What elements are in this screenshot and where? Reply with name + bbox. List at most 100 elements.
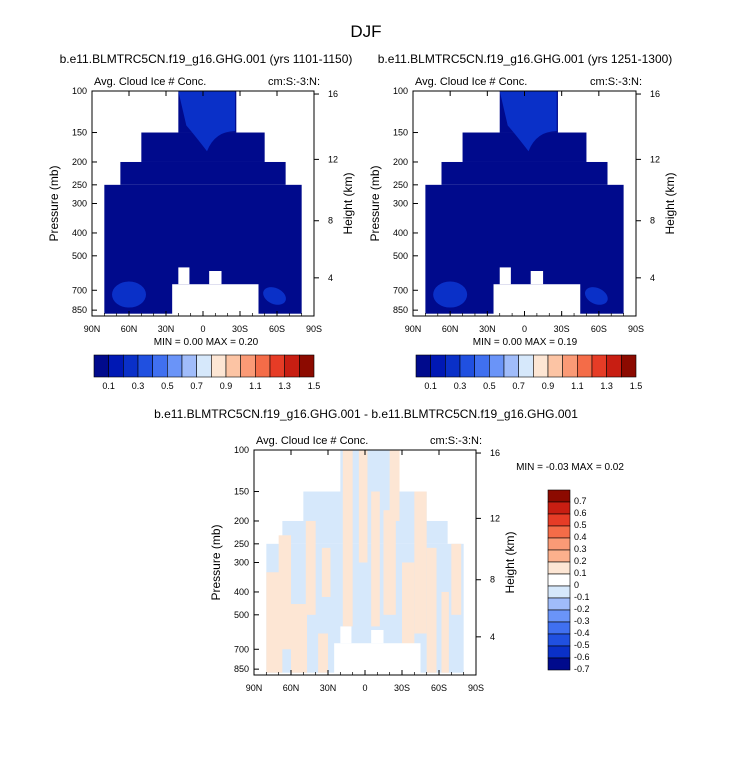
colorbar-box bbox=[269, 354, 285, 378]
x-tick-label: 60S bbox=[269, 324, 285, 334]
left-string: Avg. Cloud Ice # Conc. bbox=[94, 76, 206, 88]
y-tick-label: 500 bbox=[393, 251, 408, 261]
colorbar-box bbox=[547, 597, 571, 611]
colorbar-label: 1.5 bbox=[308, 381, 321, 391]
colorbar-label: 1.5 bbox=[630, 381, 643, 391]
colorbar-box bbox=[547, 621, 571, 635]
y-tick-label: 500 bbox=[234, 610, 249, 620]
x-tick-label: 60N bbox=[283, 683, 300, 693]
field-region bbox=[120, 161, 286, 185]
colorbar-box bbox=[547, 354, 563, 378]
x-tick-label: 0 bbox=[200, 324, 205, 334]
height-tick-label: 12 bbox=[328, 154, 338, 164]
colorbar-box bbox=[474, 354, 490, 378]
height-axis-label: Height (km) bbox=[341, 172, 355, 234]
field-maximum bbox=[499, 91, 557, 152]
y-tick-label: 400 bbox=[393, 228, 408, 238]
y-tick-label: 300 bbox=[393, 199, 408, 209]
colorbar-label: -0.4 bbox=[574, 628, 590, 638]
colorbar-label: 0.4 bbox=[574, 532, 587, 542]
panel-2: 90N 60N 30N 0 30S 60S 90S 100 150 200 250 300 400 500… bbox=[368, 52, 677, 391]
y-tick-label: 200 bbox=[393, 157, 408, 167]
x-tick-label: 60N bbox=[121, 324, 138, 334]
panel-3: 90N 60N 30N 0 30S 60S 90S 100 150 200 250 300 400 500… bbox=[154, 407, 624, 693]
colorbar-label: 0.5 bbox=[574, 520, 587, 530]
right-string: cm:S:-3:N: bbox=[590, 76, 642, 88]
y-tick-label: 300 bbox=[72, 199, 87, 209]
topography-mask bbox=[334, 643, 421, 675]
colorbar-label: 1.1 bbox=[249, 381, 262, 391]
colorbar-label: 0.2 bbox=[574, 556, 587, 566]
field-difference-patch bbox=[426, 547, 437, 673]
colorbar-label: 1.3 bbox=[278, 381, 291, 391]
colorbar-box bbox=[489, 354, 505, 378]
field-difference-patch bbox=[342, 450, 353, 627]
x-tick-label: 30S bbox=[232, 324, 248, 334]
x-tick-label: 30S bbox=[394, 683, 410, 693]
colorbar-box bbox=[621, 354, 637, 378]
height-tick-label: 4 bbox=[490, 632, 495, 642]
height-tick-label: 8 bbox=[650, 216, 655, 226]
field-difference-patch bbox=[321, 547, 331, 597]
y-tick-label: 100 bbox=[234, 445, 249, 455]
left-string: Avg. Cloud Ice # Conc. bbox=[415, 76, 527, 88]
x-tick-label: 60S bbox=[431, 683, 447, 693]
height-tick-label: 12 bbox=[490, 513, 500, 523]
colorbar-label: -0.2 bbox=[574, 604, 590, 614]
min-max-stats: MIN = -0.03 MAX = 0.02 bbox=[516, 462, 624, 473]
colorbar-box bbox=[547, 645, 571, 659]
colorbar-box bbox=[181, 354, 197, 378]
colorbar-label: 0.9 bbox=[542, 381, 555, 391]
colorbar-box bbox=[518, 354, 534, 378]
field-difference-patch bbox=[402, 562, 415, 647]
colorbar-box bbox=[284, 354, 300, 378]
x-tick-label: 60N bbox=[442, 324, 459, 334]
x-tick-label: 60S bbox=[591, 324, 607, 334]
field-difference-patch bbox=[371, 491, 380, 627]
topography-mask bbox=[178, 267, 190, 285]
colorbar-label: -0.7 bbox=[574, 664, 590, 674]
field-difference-patch bbox=[291, 604, 308, 673]
height-axis-label: Height (km) bbox=[503, 531, 517, 593]
x-tick-label: 30N bbox=[479, 324, 496, 334]
field-contour-blob bbox=[584, 287, 608, 305]
x-tick-label: 0 bbox=[522, 324, 527, 334]
colorbar-label: 1.1 bbox=[571, 381, 584, 391]
colorbar-box bbox=[415, 354, 431, 378]
colorbar-box bbox=[547, 609, 571, 623]
field-difference-patch bbox=[451, 543, 462, 615]
y-tick-label: 700 bbox=[393, 285, 408, 295]
height-axis-label: Height (km) bbox=[663, 172, 677, 234]
y-tick-label: 300 bbox=[234, 558, 249, 568]
y-tick-label: 100 bbox=[393, 86, 408, 96]
field-difference-patch bbox=[358, 450, 368, 563]
topography-mask bbox=[371, 630, 384, 644]
field-difference-patch bbox=[414, 491, 427, 634]
colorbar-box bbox=[547, 561, 571, 575]
colorbar-label: 0.1 bbox=[102, 381, 115, 391]
colorbar-box bbox=[255, 354, 271, 378]
topography-mask bbox=[340, 626, 352, 644]
colorbar-box bbox=[167, 354, 183, 378]
colorbar-label: 0.3 bbox=[454, 381, 467, 391]
x-tick-label: 90S bbox=[468, 683, 484, 693]
colorbar-box bbox=[547, 489, 571, 503]
field-maximum bbox=[178, 91, 236, 152]
colorbar-box bbox=[606, 354, 622, 378]
y-tick-label: 250 bbox=[393, 180, 408, 190]
colorbar-box bbox=[503, 354, 519, 378]
panel-title: b.e11.BLMTRC5CN.f19_g16.GHG.001 - b.e11.… bbox=[154, 407, 578, 421]
colorbar-label: 1.3 bbox=[600, 381, 613, 391]
x-tick-label: 90N bbox=[246, 683, 263, 693]
field-contour-blob bbox=[433, 281, 468, 308]
colorbar-box bbox=[240, 354, 256, 378]
x-tick-label: 90S bbox=[628, 324, 644, 334]
min-max-stats: MIN = 0.00 MAX = 0.19 bbox=[473, 337, 578, 348]
field-difference-patch bbox=[278, 535, 291, 650]
topography-mask bbox=[493, 284, 581, 316]
colorbar-box bbox=[577, 354, 593, 378]
field-difference-patch bbox=[383, 510, 396, 615]
field-difference-patch bbox=[266, 572, 283, 673]
y-tick-label: 400 bbox=[234, 587, 249, 597]
colorbar-box bbox=[533, 354, 549, 378]
